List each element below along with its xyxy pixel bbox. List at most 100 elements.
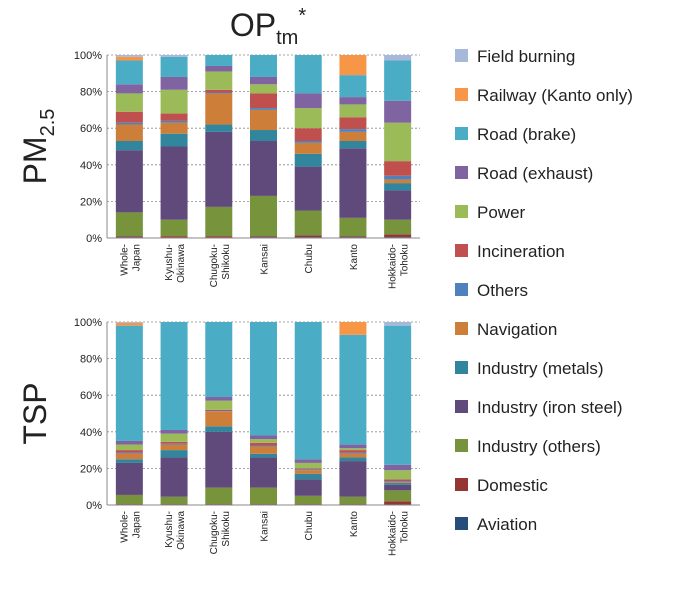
bar-segment [294,153,322,167]
figure-title: OPtm* [230,5,306,49]
bar-segment [115,122,143,125]
bar-segment [115,450,143,453]
bar-segment [384,470,412,480]
bar-segment [339,453,367,458]
legend-swatch [455,49,468,62]
bar-segment [205,322,233,398]
bar-segment [205,411,233,427]
bar-segment [115,459,143,463]
bar-segment [160,122,188,134]
x-tick-line: Okinawa [176,244,187,283]
bar-segment [160,146,188,220]
bar-segment [160,120,188,123]
bar-segment [160,429,188,434]
bar-segment [294,504,322,505]
bar-segment [160,76,188,90]
bar-segment [205,431,233,488]
legend-swatch [455,322,468,335]
legend-label: Power [477,203,526,222]
bar-segment [250,457,277,488]
bar-segment [205,93,233,125]
legend-swatch [455,166,468,179]
bar-segment [250,195,277,237]
bar-segment [115,60,143,85]
bar-segment [339,452,367,454]
bar-segment [115,504,143,505]
bar-segment [205,124,233,132]
y-tick-label: 60% [80,123,102,135]
x-tick-line: Tohoku [400,244,411,276]
bar-segment [339,97,367,105]
y-tick-label: 20% [80,196,102,208]
bar-segment [384,490,412,502]
bar-segment [294,473,322,480]
bar-segment [250,453,277,458]
bar-segment [339,217,367,237]
bar-segment [384,481,412,483]
legend-label: Industry (iron steel) [477,398,623,417]
bar-segment [384,464,412,471]
bar-segment [339,334,367,445]
bar-segment [339,104,367,118]
bar-segment [250,130,277,142]
bar-segment [115,93,143,112]
legend-swatch [455,439,468,452]
title-main: OP [230,7,276,43]
legend-swatch [455,127,468,140]
legend-label: Road (brake) [477,125,576,144]
bar-segment [384,183,412,191]
bar-segment [384,100,412,123]
bar-segment [384,175,412,180]
bar-segment [339,444,367,449]
bar-segment [339,117,367,130]
x-tick-label: Kanto [349,511,360,538]
bar-segment [294,55,322,94]
bar-segment [115,150,143,213]
x-tick-line: Kanto [349,244,360,271]
bar-segment [115,111,143,123]
bar-segment [115,322,143,323]
bar-segment [160,450,188,458]
x-tick-label: Hokkaido-Tohoku [388,244,411,289]
bar-segment [384,482,412,484]
bar-segment [160,236,188,238]
x-tick-line: Hokkaido- [388,244,399,289]
x-tick-label: Chubu [304,244,315,273]
bar-segment [250,55,277,77]
bar-segment [160,89,188,114]
bar-segment [115,462,143,495]
bar-segment [160,444,188,451]
x-tick-line: Kansai [260,244,271,275]
y-tick-label: 80% [80,87,102,99]
bar-segment [339,448,367,451]
bar-segment [384,190,412,220]
bar-segment [205,131,233,207]
legend-label: Others [477,281,528,300]
bar-segment [250,236,277,238]
bar-segment [250,442,277,446]
bar-segment [205,206,233,237]
bar-segment [115,444,143,451]
x-tick-label: Whole-Japan [119,244,142,276]
legend-label: Road (exhaust) [477,164,593,183]
x-tick-line: Shikoku [221,511,232,547]
bar-segment [205,55,233,66]
bar-segment [250,84,277,94]
bar-segment [294,141,322,143]
x-tick-line: Japan [131,244,142,271]
bar-segment [160,219,188,237]
bar-segment [250,435,277,440]
bar-segment [160,133,188,147]
y-label-main: PM [17,136,53,184]
bar-segment [250,141,277,196]
y-tick-label: 40% [80,160,102,172]
bar-segment [339,457,367,462]
bar-segment [115,452,143,454]
bar-segment [115,141,143,151]
bar-segment [205,236,233,238]
x-tick-line: Whole- [119,244,130,276]
legend-label: Navigation [477,320,557,339]
legend-swatch [455,361,468,374]
bar-segment [339,75,367,98]
